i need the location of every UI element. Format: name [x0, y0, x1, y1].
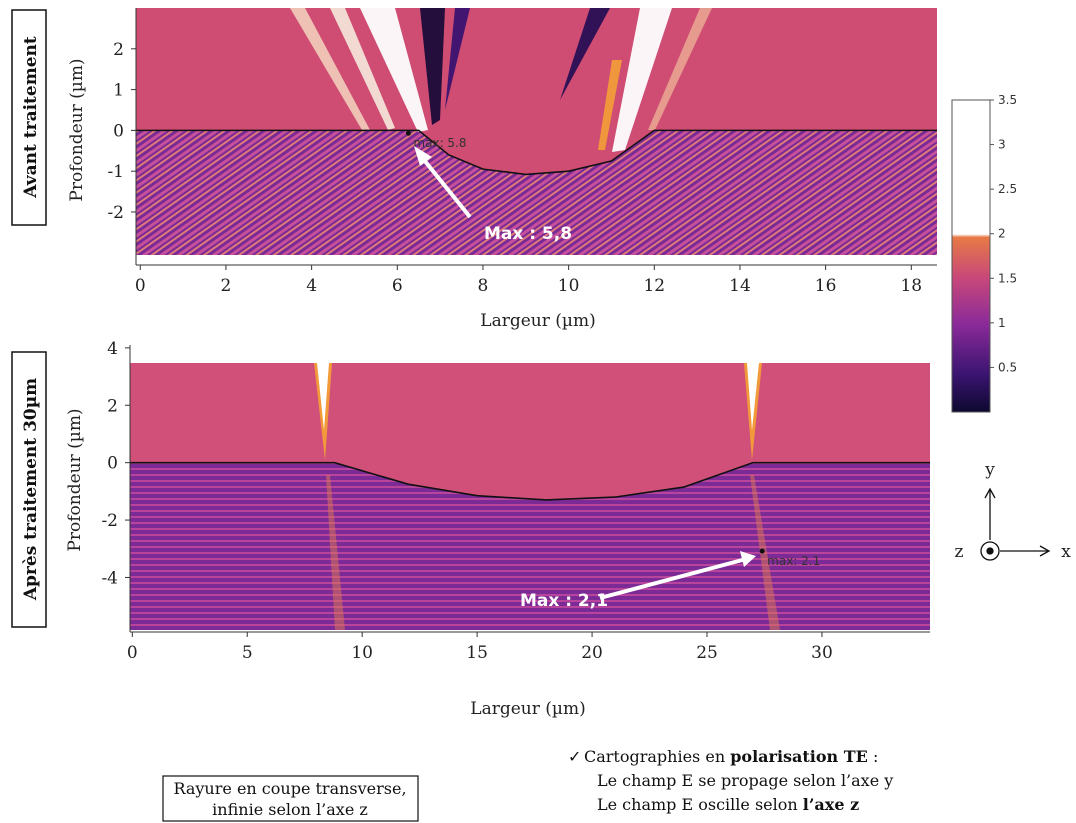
x-tick-label: 8 — [478, 276, 489, 296]
text-bold: polarisation TE — [730, 747, 868, 766]
x-tick-label: 20 — [581, 643, 603, 663]
field-substrate — [136, 130, 937, 255]
axis-name: z — [955, 542, 964, 562]
x-axis-title: Largeur (µm) — [480, 311, 595, 331]
bullet-line: Cartographies en polarisation TE : — [584, 747, 878, 766]
y-tick-label: 0 — [113, 121, 124, 141]
panel-label: Après traitement 30µm — [21, 378, 41, 601]
callout-label: Max : 2,1 — [520, 591, 608, 611]
field-overlay: 0 5 10 15 20 25 30 -4 -2 0 2 4 max: 2.1 — [101, 339, 930, 663]
x-tick-label: 10 — [351, 643, 373, 663]
field-beams — [290, 8, 712, 152]
y-tick-label: 2 — [107, 396, 118, 416]
y-tick-label: -2 — [101, 511, 118, 531]
callout-label: Max : 5,8 — [484, 224, 572, 244]
text-bold: l’axe z — [803, 795, 859, 814]
y-tick-label: -4 — [101, 568, 118, 588]
colorbar-tick-label: 1 — [998, 316, 1006, 330]
note-line: infinie selon l’axe z — [212, 800, 368, 819]
x-tick-label: 16 — [815, 276, 837, 296]
callout-arrow — [418, 153, 472, 219]
x-tick-label: 15 — [466, 643, 488, 663]
note-box — [162, 775, 419, 822]
callout-arrow — [599, 557, 747, 600]
x-tick-label: 0 — [127, 643, 138, 663]
x-tick-label: 6 — [392, 276, 403, 296]
colorbar-tick-label: 2 — [998, 227, 1006, 241]
bullet-line: Le champ E oscille selon l’axe z — [597, 795, 859, 814]
max-label: max: 2.1 — [767, 554, 820, 568]
y-tick-label: 2 — [113, 40, 124, 60]
note-line: Rayure en coupe transverse, — [173, 779, 406, 798]
field-background — [136, 8, 937, 255]
x-tick-label: 30 — [811, 643, 833, 663]
y-tick-label: -1 — [107, 162, 124, 182]
axes-triad — [980, 487, 1051, 561]
colorbar-tick-label: 0.5 — [998, 360, 1017, 374]
colorbar-tick-label: 3.5 — [998, 93, 1017, 107]
callout-arrowhead — [740, 551, 756, 567]
colorbar — [951, 99, 991, 413]
panel-label: Avant traitement — [21, 36, 41, 199]
bullet-mark: ✓ — [568, 747, 581, 766]
text: Cartographies en — [584, 747, 730, 766]
callout-arrowhead — [414, 146, 432, 166]
x-tick-label: 25 — [696, 643, 718, 663]
y-axis-title: Profondeur (µm) — [65, 408, 85, 551]
max-label: max: 5.8 — [413, 136, 466, 150]
x-tick-label: 2 — [221, 276, 232, 296]
field-background — [130, 363, 930, 630]
y-tick-label: 1 — [113, 81, 124, 101]
x-tick-label: 10 — [558, 276, 580, 296]
y-axis-title: Profondeur (µm) — [67, 58, 87, 201]
x-tick-label: 4 — [306, 276, 317, 296]
colorbar-tick-label: 2.5 — [998, 182, 1017, 196]
colorbar-tick-label: 1.5 — [998, 271, 1017, 285]
x-tick-label: 14 — [729, 276, 751, 296]
x-tick-label: 0 — [135, 276, 146, 296]
x-tick-label: 5 — [242, 643, 253, 663]
x-tick-label: 12 — [643, 276, 665, 296]
text: : — [868, 747, 878, 766]
axis-name: y — [984, 460, 995, 480]
x-axis-title: Largeur (µm) — [470, 699, 585, 719]
colorbar-ticks: 0.5 1 1.5 2 2.5 3 3.5 — [990, 93, 1017, 374]
panel-label-box — [11, 9, 47, 226]
bullet-line: Le champ E se propage selon l’axe y — [597, 771, 893, 790]
panel-label-box — [11, 351, 47, 628]
colorbar-tick-label: 3 — [998, 138, 1006, 152]
max-marker — [405, 130, 411, 136]
axis-name: x — [1061, 542, 1071, 562]
text: Le champ E oscille selon — [597, 795, 803, 814]
y-tick-label: 4 — [107, 339, 118, 359]
max-marker — [759, 548, 765, 554]
field-beams — [314, 363, 780, 630]
surface-line — [130, 461, 930, 501]
y-tick-label: 0 — [107, 454, 118, 474]
x-tick-label: 18 — [900, 276, 922, 296]
surface-line — [136, 129, 937, 176]
text: Le champ E se propage selon l’axe y — [597, 771, 893, 790]
y-tick-label: -2 — [107, 203, 124, 223]
